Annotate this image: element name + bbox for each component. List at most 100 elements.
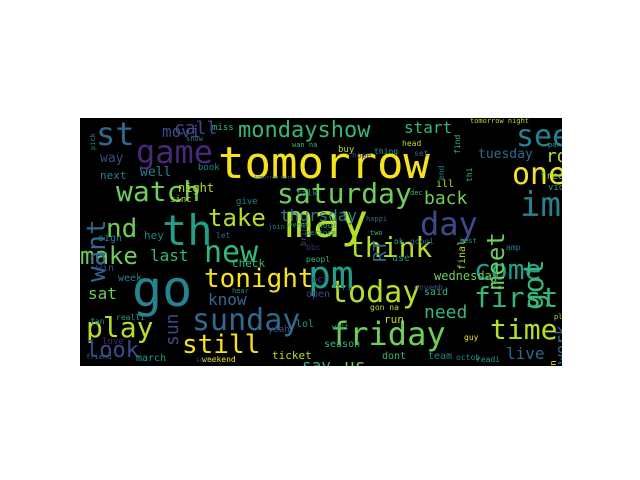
word-happi: happi — [366, 215, 388, 223]
word-game: game — [136, 133, 214, 171]
word-book: book — [198, 163, 220, 173]
word-march: march — [136, 353, 167, 364]
word-thing: thing — [374, 147, 399, 156]
word-may: may — [285, 194, 369, 248]
word-hear: hear — [232, 287, 249, 295]
word-friday: friday — [330, 315, 446, 353]
word-ticket: ticket — [272, 349, 312, 362]
word-make: make — [80, 242, 138, 270]
word-ok: ok — [394, 237, 404, 246]
word-let: let — [216, 231, 231, 240]
word-play: play — [86, 311, 154, 344]
word-friend: friend — [86, 353, 112, 361]
word-tri: tri — [336, 283, 353, 293]
word-pm: pm — [308, 253, 354, 297]
word-end: end — [437, 165, 446, 180]
word-fan: fan — [90, 317, 105, 326]
word-last: last — [150, 246, 189, 265]
word-place: place — [554, 313, 562, 321]
word-wednesday: wednesday — [434, 269, 500, 283]
word-rd: rd — [546, 146, 562, 167]
word-work: work — [552, 325, 562, 364]
word-thursday: thursday — [280, 206, 358, 225]
word-new: new — [204, 235, 259, 270]
word-season: season — [324, 339, 361, 350]
word-amp: amp — [506, 243, 521, 252]
word-give: give — [236, 197, 258, 207]
word-hour: hour — [318, 221, 338, 230]
word-tonight: tonight — [204, 264, 314, 294]
word-head: head — [402, 139, 422, 148]
word-got: got — [517, 259, 550, 310]
word-come: come — [474, 253, 542, 286]
word-movi: movi — [162, 122, 201, 141]
word-bbc: bbc — [306, 243, 321, 252]
word-wait: wait — [332, 323, 349, 331]
word-look: look — [86, 338, 139, 363]
word-find: find — [453, 134, 462, 154]
word-gon-na: gon na — [370, 303, 399, 312]
word-realli: realli — [116, 313, 145, 322]
word-join: join — [268, 223, 285, 231]
word-hope: hope — [352, 151, 372, 160]
word-ill: ill — [436, 179, 455, 190]
word-need: need — [424, 302, 468, 323]
word-mondayshow: mondayshow — [238, 118, 371, 143]
word-video: video — [548, 183, 562, 193]
word-school: school — [196, 357, 218, 364]
word-sun: sun — [162, 313, 183, 346]
word-lol: lol — [296, 319, 315, 330]
word-go: go — [132, 260, 193, 318]
word-sinc: sinc — [170, 195, 192, 205]
word-open: open — [306, 289, 331, 300]
word-ium: ium — [491, 271, 499, 284]
word-dont: dont — [382, 351, 407, 362]
word-team: team — [428, 351, 453, 362]
word-week: week — [118, 273, 143, 284]
word-thi: thi — [465, 167, 474, 182]
word-talk: talk — [296, 189, 318, 199]
word-back: back — [424, 188, 468, 209]
word-event: event — [288, 221, 310, 229]
word-dec: dec — [410, 189, 423, 197]
word-show: show — [186, 135, 203, 143]
word-rt: RT — [370, 240, 391, 262]
word-tuesday: tuesday — [478, 147, 533, 162]
word-time: time — [490, 313, 558, 346]
word-tomorrow-morn: tomorrow morn — [254, 175, 294, 181]
word-best: best — [460, 237, 477, 245]
word-octob: octob — [456, 353, 481, 362]
word-well: well — [140, 165, 172, 180]
word-run: run — [384, 313, 404, 326]
word-us: us — [344, 358, 366, 367]
word-see: see — [516, 119, 562, 154]
word-yeah: yeah — [268, 325, 290, 335]
word-st: st — [96, 118, 135, 153]
word-two: two — [370, 229, 383, 237]
word-next: next — [100, 169, 127, 182]
word-tomorrow-night: tomorrow night — [470, 118, 530, 125]
word-readi: readi — [476, 355, 501, 364]
word-th: th — [162, 206, 213, 255]
word-day: day — [420, 205, 478, 243]
word-sat: sat — [88, 284, 117, 303]
word-use: use — [392, 253, 411, 264]
word-start: start — [404, 118, 453, 137]
word-say: say — [302, 356, 331, 367]
word-still: still — [182, 330, 261, 360]
word-cloud: tomorrow may go th friday saturday sunday watch… — [80, 118, 562, 366]
word-sunday: sunday — [192, 303, 301, 338]
word-hey: hey — [144, 229, 164, 242]
word-love: love — [102, 337, 124, 347]
word-today: today — [330, 275, 421, 310]
word-check: check — [232, 257, 266, 270]
word-think: think — [348, 231, 433, 264]
word-one: one — [512, 157, 562, 192]
word-said: said — [424, 287, 449, 298]
word-watch: watch — [116, 175, 201, 208]
word-first: first — [474, 281, 559, 314]
word-tomorrow: tomorrow — [218, 138, 430, 189]
word-set: set — [414, 149, 429, 158]
word-weekend: weekend — [202, 355, 236, 364]
word-call: call — [174, 118, 218, 139]
